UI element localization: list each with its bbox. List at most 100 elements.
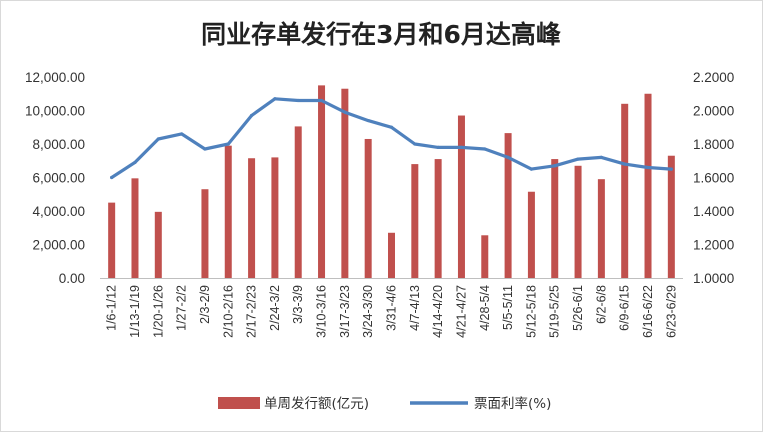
y-right-tick-label: 1.4000	[693, 204, 734, 219]
x-tick-label: 5/12-5/18	[524, 285, 538, 338]
legend-bar-swatch	[218, 397, 260, 409]
legend-line-label: 票面利率(%)	[474, 395, 551, 412]
x-tick-label: 1/13-1/19	[128, 285, 142, 338]
line-point	[553, 164, 557, 168]
y-left-tick-label: 8,000.00	[32, 137, 85, 152]
line-point	[623, 162, 627, 166]
x-tick-label: 2/24-3/2	[268, 285, 282, 331]
line-point	[110, 175, 114, 180]
bar	[224, 145, 232, 278]
bar	[318, 85, 326, 278]
bar	[248, 158, 256, 278]
x-tick-label: 2/17-2/23	[245, 285, 259, 338]
bar-series	[108, 85, 675, 279]
bar	[551, 159, 559, 278]
x-tick-label: 1/20-1/26	[151, 285, 165, 338]
line-point	[319, 98, 324, 103]
y-right-axis: 1.0000 1.2000 1.4000 1.6000 1.8000 2.0000 2.20…	[693, 70, 734, 286]
line-point	[483, 147, 487, 151]
bar	[294, 126, 302, 278]
line-point	[459, 145, 464, 149]
x-tick-label: 4/21-4/27	[454, 285, 468, 338]
chart-title: 同业存单发行在3月和6月达高峰	[201, 20, 561, 49]
bar	[388, 232, 395, 278]
y-left-tick-label: 2,000.00	[32, 238, 85, 253]
line-point	[529, 167, 534, 171]
x-tick-label: 5/26-6/1	[571, 285, 585, 331]
x-tick-label: 1/27-2/2	[175, 285, 189, 331]
x-tick-label: 3/3-3/9	[291, 285, 305, 324]
bar	[364, 138, 372, 278]
x-tick-label: 2/3-2/9	[198, 285, 212, 324]
y-right-tick-label: 1.6000	[693, 171, 734, 186]
bar	[411, 164, 419, 278]
bar	[108, 202, 116, 278]
bar	[527, 191, 535, 278]
x-tick-label: 5/19-5/25	[548, 285, 562, 338]
line-point	[273, 97, 277, 101]
line-point	[180, 132, 184, 136]
x-tick-label: 3/24-3/30	[361, 285, 375, 338]
bar	[504, 133, 512, 278]
y-left-tick-label: 10,000.00	[25, 104, 85, 119]
y-left-tick-label: 12,000.00	[25, 70, 85, 85]
line-point	[413, 142, 417, 146]
legend-bar-label: 单周发行额(亿元)	[264, 396, 369, 412]
y-left-tick-label: 4,000.00	[32, 204, 85, 219]
line-point	[669, 167, 673, 171]
x-tick-label: 3/10-3/16	[315, 285, 329, 338]
y-right-tick-label: 2.2000	[693, 70, 734, 85]
bar	[131, 178, 139, 278]
x-tick-label: 6/9-6/15	[618, 285, 632, 331]
line-point	[389, 125, 394, 129]
line-point	[646, 165, 650, 170]
line-point	[343, 110, 347, 114]
x-tick-label: 4/7-4/13	[408, 285, 422, 331]
line-point	[506, 155, 510, 159]
line-point	[599, 155, 603, 159]
x-tick-label: 5/5-5/11	[501, 285, 515, 330]
line-series	[110, 97, 673, 180]
line-point	[436, 145, 440, 149]
line-point	[133, 160, 137, 165]
y-left-tick-label: 6,000.00	[32, 171, 85, 186]
y-right-tick-label: 2.0000	[693, 104, 734, 119]
line-point	[296, 98, 300, 103]
y-right-tick-label: 1.0000	[693, 271, 734, 286]
legend: 单周发行额(亿元) 票面利率(%)	[218, 395, 551, 412]
bar	[154, 211, 162, 278]
bar	[667, 155, 675, 278]
x-axis: 1/6-1/12 1/13-1/19 1/20-1/26 1/27-2/2 2/3-2/…	[105, 285, 679, 338]
x-tick-label: 6/16-6/22	[641, 285, 655, 338]
bar	[434, 159, 442, 278]
x-tick-label: 1/6-1/12	[105, 285, 119, 331]
x-tick-label: 4/28-5/4	[478, 285, 492, 331]
line-point	[156, 137, 160, 141]
x-tick-label: 4/14-4/20	[431, 285, 445, 338]
bar	[481, 235, 489, 278]
bar	[597, 179, 605, 278]
y-left-axis: 0.00 2,000.00 4,000.00 6,000.00 8,000.00 10,0…	[25, 70, 85, 286]
line-point	[226, 142, 230, 146]
line-point	[249, 113, 254, 118]
y-right-tick-label: 1.8000	[693, 137, 734, 152]
x-tick-label: 3/17-3/23	[338, 285, 352, 338]
line-point	[366, 118, 370, 123]
bar	[201, 189, 209, 278]
x-tick-label: 6/23-6/29	[664, 285, 678, 338]
line-point	[203, 147, 207, 151]
bar	[341, 88, 349, 278]
line-point	[576, 157, 580, 161]
x-tick-label: 3/31-4/6	[385, 285, 399, 331]
bar	[457, 115, 465, 279]
bar	[644, 93, 652, 278]
x-tick-label: 2/10-2/16	[221, 285, 235, 338]
bar	[621, 103, 629, 278]
y-right-tick-label: 1.2000	[693, 238, 734, 253]
y-left-tick-label: 0.00	[59, 271, 85, 286]
bar	[271, 157, 279, 278]
x-tick-label: 6/2-6/8	[594, 285, 608, 324]
